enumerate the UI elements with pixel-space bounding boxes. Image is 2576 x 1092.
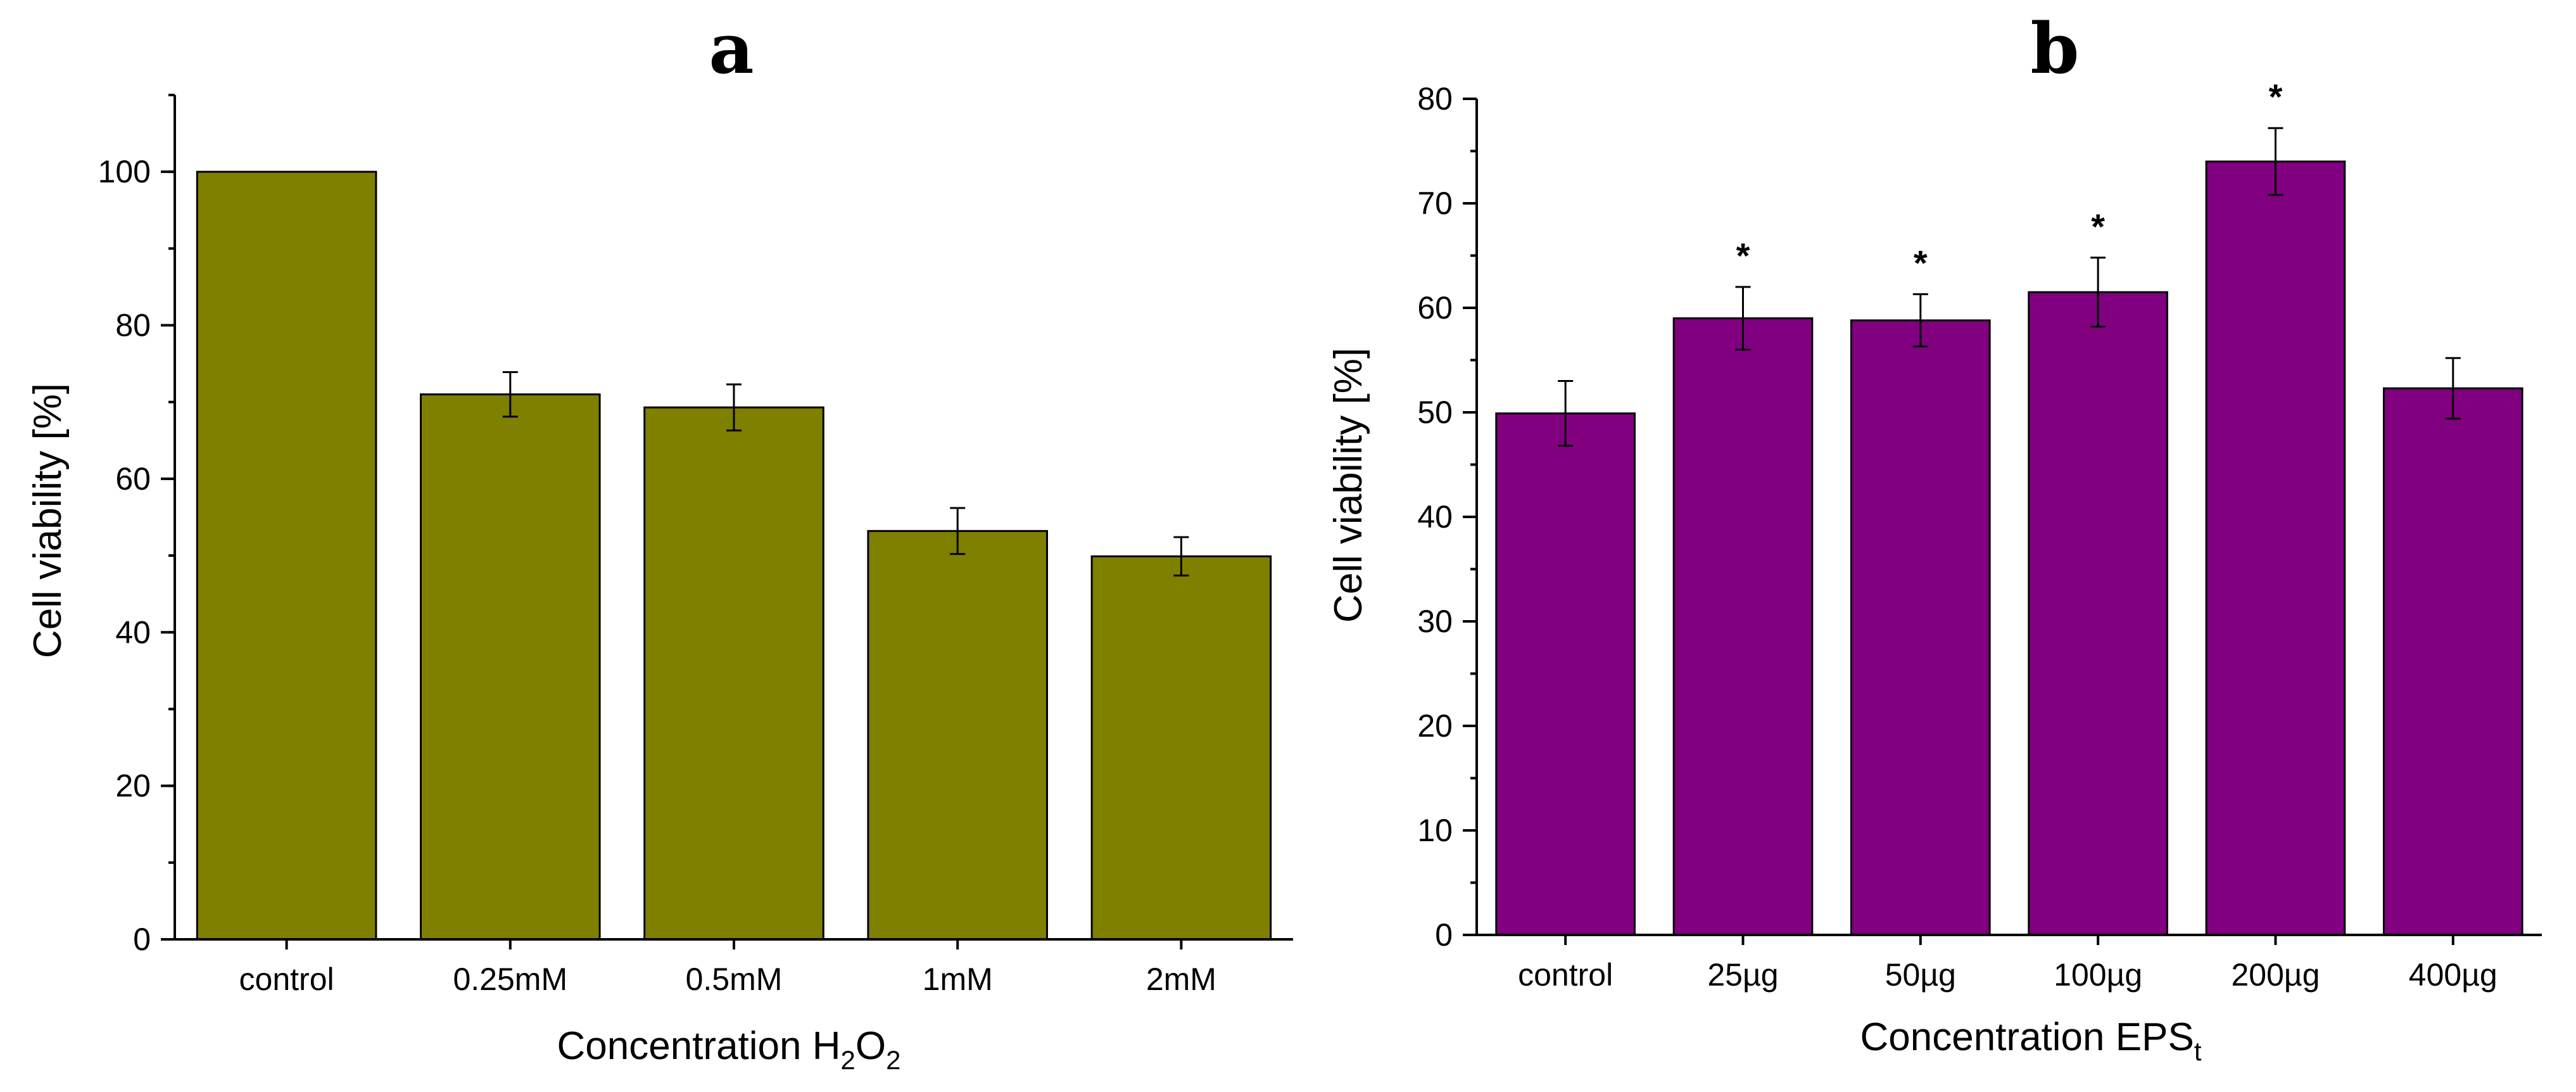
bar [867, 530, 1048, 941]
bar [1090, 555, 1272, 941]
y-tick-label: 50 [1417, 395, 1453, 430]
x-tick-label: 0.25mM [453, 962, 567, 997]
x-axis-title-a: Concentration H2O2 [557, 1024, 901, 1075]
significance-marker: * [1736, 236, 1750, 276]
x-tick-label: 100µg [2054, 957, 2142, 993]
x-tick-label: 2mM [1146, 962, 1216, 997]
bar [643, 406, 824, 941]
bar [1495, 412, 1636, 936]
x-tick-label: 200µg [2231, 957, 2320, 993]
panel-label-b: b [2031, 8, 2080, 89]
y-tick-label: 0 [133, 922, 151, 957]
bar [1672, 317, 1814, 936]
bar [2028, 291, 2168, 936]
significance-marker: * [2091, 206, 2105, 246]
y-tick-label: 70 [1417, 186, 1453, 221]
y-tick-label: 20 [115, 768, 151, 804]
bar [2383, 387, 2523, 936]
y-tick-label: 60 [115, 461, 151, 497]
y-tick-label: 80 [1417, 81, 1453, 117]
y-tick-label: 30 [1417, 604, 1453, 639]
y-tick-label: 100 [98, 154, 151, 189]
plot-area-b: control * 25µg * 50µg * 100µg * 200µg 400µg 0 10 20 3… [1417, 77, 2542, 993]
bar [420, 393, 601, 941]
x-tick-label: 25µg [1707, 957, 1778, 993]
bar [1850, 319, 1991, 936]
x-tick-label: 50µg [1885, 957, 1956, 993]
x-axis-title-b: Concentration EPSt [1860, 1015, 2202, 1066]
chart-panel-a: a Cell viability [%] Concentration H2O2 … [26, 8, 1293, 1075]
y-tick-label: 80 [115, 308, 151, 343]
chart-panel-b: b Cell viability [%] Concentration EPSt … [1327, 8, 2542, 1066]
y-tick-label: 40 [1417, 499, 1453, 535]
y-tick-label: 20 [1417, 708, 1453, 744]
y-tick-label: 0 [1435, 917, 1453, 953]
bar [196, 170, 377, 941]
y-axis-title-b: Cell viability [%] [1327, 348, 1370, 623]
x-tick-label: 0.5mM [686, 962, 783, 997]
significance-marker: * [2269, 77, 2283, 117]
x-tick-label: control [1518, 957, 1613, 993]
y-tick-label: 10 [1417, 813, 1453, 848]
x-tick-label: control [239, 962, 334, 997]
panel-label-a: a [709, 8, 754, 89]
bar [2205, 160, 2346, 936]
y-tick-label: 40 [115, 614, 151, 650]
x-tick-label: 400µg [2409, 957, 2497, 993]
x-tick-label: 1mM [923, 962, 993, 997]
significance-marker: * [1914, 243, 1928, 283]
y-tick-label: 60 [1417, 290, 1453, 326]
plot-area-a: control 0.25mM 0.5mM 1mM 2mM 0 20 40 60 80 100 [98, 94, 1293, 997]
y-axis-title-a: Cell viability [%] [26, 383, 70, 658]
